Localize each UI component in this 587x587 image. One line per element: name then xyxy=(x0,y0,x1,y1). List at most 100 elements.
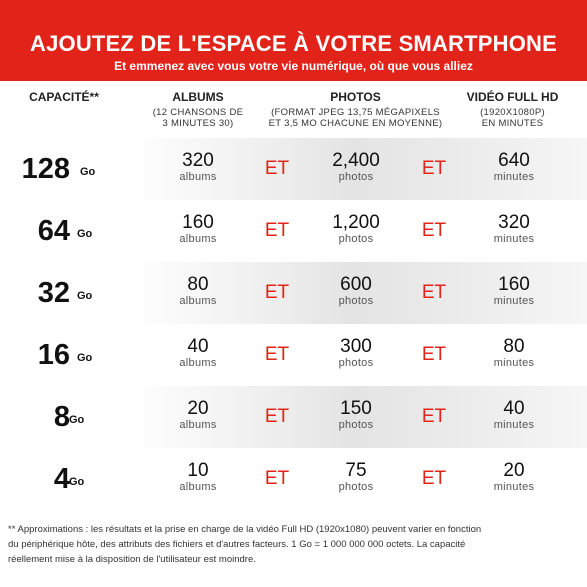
banner-title: AJOUTEZ DE L'ESPACE À VOTRE SMARTPHONE xyxy=(29,31,558,56)
video-cell: 320 minutes xyxy=(459,213,569,246)
header-capacity: CAPACITÉ** xyxy=(14,90,114,104)
albums-value: 320 xyxy=(182,150,214,171)
photos-cell: 2,400 photos xyxy=(301,151,411,184)
albums-unit: albums xyxy=(179,481,217,493)
footnote: ** Approximations : les résultats et la … xyxy=(8,522,580,567)
photos-unit: photos xyxy=(338,481,374,493)
albums-cell: 10 albums xyxy=(143,461,253,494)
capacity-unit: Go xyxy=(69,476,85,488)
albums-value: 10 xyxy=(187,460,209,481)
photos-cell: 600 photos xyxy=(301,275,411,308)
et-separator: ET xyxy=(421,220,447,241)
video-value: 320 xyxy=(498,212,530,233)
capacity-cell: 4 Go xyxy=(0,448,130,510)
albums-cell: 320 albums xyxy=(143,151,253,184)
capacity-value: 32 xyxy=(37,277,70,309)
photos-unit: photos xyxy=(338,233,374,245)
video-value: 20 xyxy=(503,460,525,481)
video-cell: 160 minutes xyxy=(459,275,569,308)
header-video-sub1: (1920X1080P) xyxy=(480,107,545,118)
albums-value: 80 xyxy=(187,274,209,295)
video-cell: 20 minutes xyxy=(459,461,569,494)
et-separator: ET xyxy=(264,158,290,179)
photos-cell: 75 photos xyxy=(301,461,411,494)
table-row: 32 Go 80 albums ET 600 photos ET 160 min… xyxy=(0,262,587,324)
video-unit: minutes xyxy=(493,481,535,493)
photos-unit: photos xyxy=(338,357,374,369)
footnote-line-1: ** Approximations : les résultats et la … xyxy=(8,524,482,535)
photos-value: 2,400 xyxy=(332,150,380,171)
albums-unit: albums xyxy=(179,295,217,307)
albums-cell: 80 albums xyxy=(143,275,253,308)
photos-cell: 300 photos xyxy=(301,337,411,370)
et-separator: ET xyxy=(421,158,447,179)
et-separator: ET xyxy=(264,220,290,241)
albums-unit: albums xyxy=(179,357,217,369)
et-separator: ET xyxy=(264,406,290,427)
et-separator: ET xyxy=(421,344,447,365)
photos-cell: 150 photos xyxy=(301,399,411,432)
header-photos-sub1: (FORMAT JPEG 13,75 MÉGAPIXELS xyxy=(271,107,440,118)
photos-cell: 1,200 photos xyxy=(301,213,411,246)
albums-value: 40 xyxy=(187,336,209,357)
capacity-cell: 128 Go xyxy=(0,138,130,200)
photos-value: 300 xyxy=(340,336,372,357)
capacity-value: 8 xyxy=(53,401,70,433)
table-row: 64 Go 160 albums ET 1,200 photos ET 320 … xyxy=(0,200,587,262)
table-row: 128 Go 320 albums ET 2,400 photos ET 640… xyxy=(0,138,587,200)
capacity-value: 128 xyxy=(21,153,70,185)
video-unit: minutes xyxy=(493,171,535,183)
capacity-unit: Go xyxy=(77,352,93,364)
capacity-value: 4 xyxy=(53,463,70,495)
header-video-label: VIDÉO FULL HD xyxy=(466,90,559,104)
capacity-cell: 16 Go xyxy=(0,324,130,386)
header-albums-sub2: 3 MINUTES 30) xyxy=(162,118,234,129)
albums-unit: albums xyxy=(179,419,217,431)
capacity-value: 64 xyxy=(37,215,70,247)
et-separator: ET xyxy=(264,344,290,365)
title-banner: AJOUTEZ DE L'ESPACE À VOTRE SMARTPHONE E… xyxy=(0,0,587,81)
photos-value: 75 xyxy=(345,460,367,481)
et-separator: ET xyxy=(264,282,290,303)
capacity-unit: Go xyxy=(80,166,96,178)
capacity-cell: 32 Go xyxy=(0,262,130,324)
photos-unit: photos xyxy=(338,295,374,307)
video-cell: 40 minutes xyxy=(459,399,569,432)
capacity-cell: 8 Go xyxy=(0,386,130,448)
video-unit: minutes xyxy=(493,419,535,431)
albums-cell: 40 albums xyxy=(143,337,253,370)
photos-value: 1,200 xyxy=(332,212,380,233)
capacity-cell: 64 Go xyxy=(0,200,130,262)
capacity-unit: Go xyxy=(69,414,85,426)
video-cell: 640 minutes xyxy=(459,151,569,184)
albums-value: 160 xyxy=(182,212,214,233)
capacity-value: 16 xyxy=(37,339,70,371)
albums-unit: albums xyxy=(179,233,217,245)
video-unit: minutes xyxy=(493,295,535,307)
capacity-unit: Go xyxy=(77,228,93,240)
header-albums-label: ALBUMS xyxy=(172,90,224,104)
video-unit: minutes xyxy=(493,233,535,245)
albums-value: 20 xyxy=(187,398,209,419)
et-separator: ET xyxy=(421,406,447,427)
video-unit: minutes xyxy=(493,357,535,369)
albums-cell: 20 albums xyxy=(143,399,253,432)
et-separator: ET xyxy=(264,468,290,489)
video-cell: 80 minutes xyxy=(459,337,569,370)
table-row: 16 Go 40 albums ET 300 photos ET 80 minu… xyxy=(0,324,587,386)
header-photos-label: PHOTOS xyxy=(330,90,381,104)
header-photos: PHOTOS (FORMAT JPEG 13,75 MÉGAPIXELS ET … xyxy=(253,90,458,129)
photos-value: 600 xyxy=(340,274,372,295)
table-row: 4 Go 10 albums ET 75 photos ET 20 minute… xyxy=(0,448,587,510)
capacity-unit: Go xyxy=(77,290,93,302)
header-video-sub2: EN MINUTES xyxy=(481,118,544,129)
photos-unit: photos xyxy=(338,171,374,183)
header-photos-sub2: ET 3,5 MO CHACUNE EN MOYENNE) xyxy=(268,118,443,129)
albums-cell: 160 albums xyxy=(143,213,253,246)
video-value: 80 xyxy=(503,336,525,357)
header-video: VIDÉO FULL HD (1920X1080P) EN MINUTES xyxy=(455,90,570,129)
header-albums-sub1: (12 CHANSONS DE xyxy=(152,107,244,118)
footnote-line-2: du périphérique hôte, des attributs des … xyxy=(8,539,466,550)
video-value: 640 xyxy=(498,150,530,171)
albums-unit: albums xyxy=(179,171,217,183)
